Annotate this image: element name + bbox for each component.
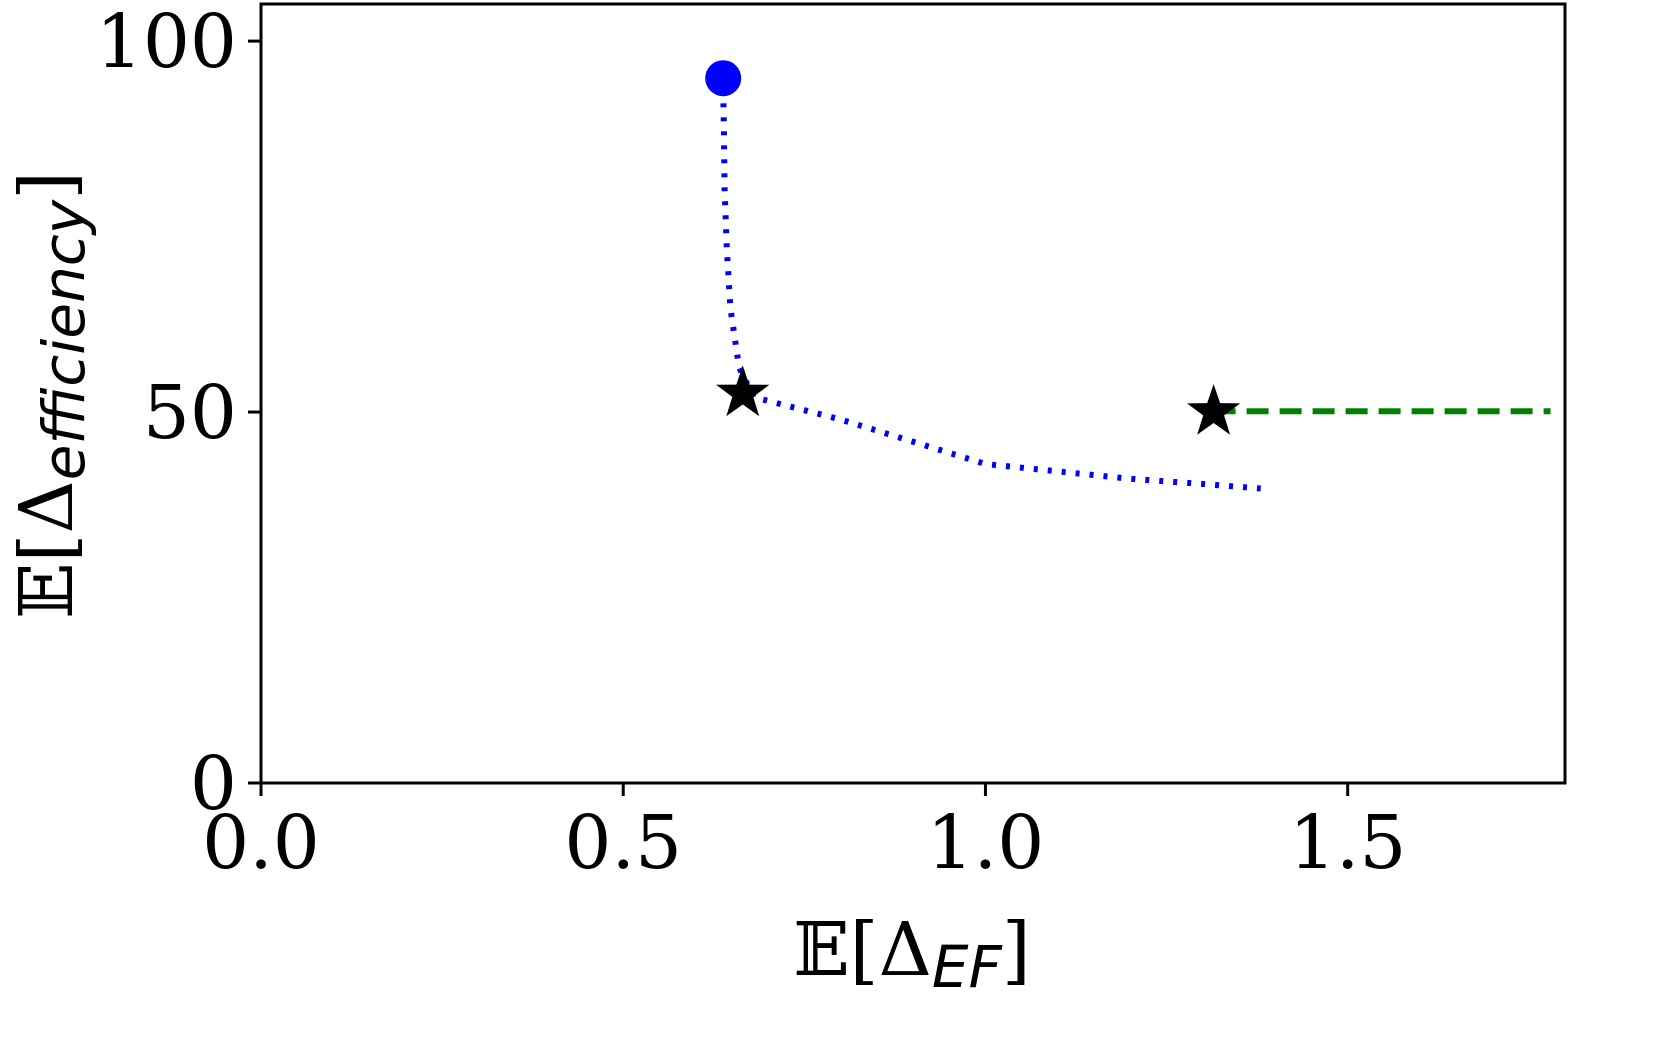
x-axis-label-subscript: EF: [932, 933, 1004, 1001]
x-tick-label: 0.5: [564, 800, 682, 886]
plot-area: [259, 2, 1567, 785]
x-axis-label-suffix: ]: [1002, 907, 1031, 993]
y-axis-label-suffix: ]: [4, 171, 90, 200]
x-tick-label: 0.0: [202, 800, 320, 886]
x-axis-label: 𝔼[ΔEF]: [793, 907, 1031, 1001]
series-line-1: [720, 89, 1261, 492]
x-axis-label-prefix: 𝔼[Δ: [793, 907, 932, 993]
y-axis-label-prefix: 𝔼[Δ: [4, 480, 90, 619]
y-axis-ticks: 0 50 100: [96, 0, 261, 827]
series-layer: [720, 89, 1551, 492]
circle-marker: [705, 60, 742, 97]
y-axis-label: 𝔼[Δefficiency]: [4, 171, 98, 619]
y-tick-label: 0: [190, 741, 237, 827]
star-marker: [1187, 384, 1241, 435]
marker-layer: [705, 60, 1241, 435]
star-marker: [716, 365, 770, 417]
x-tick-label: 1.0: [927, 800, 1045, 886]
plot-frame: [259, 2, 1567, 785]
y-axis-label-subscript: efficiency: [30, 199, 98, 480]
x-axis-ticks: 0.0 0.5 1.0 1.5: [202, 783, 1407, 886]
x-tick-label: 1.5: [1289, 800, 1407, 886]
y-tick-label: 50: [143, 370, 237, 456]
y-tick-label: 100: [96, 0, 237, 85]
